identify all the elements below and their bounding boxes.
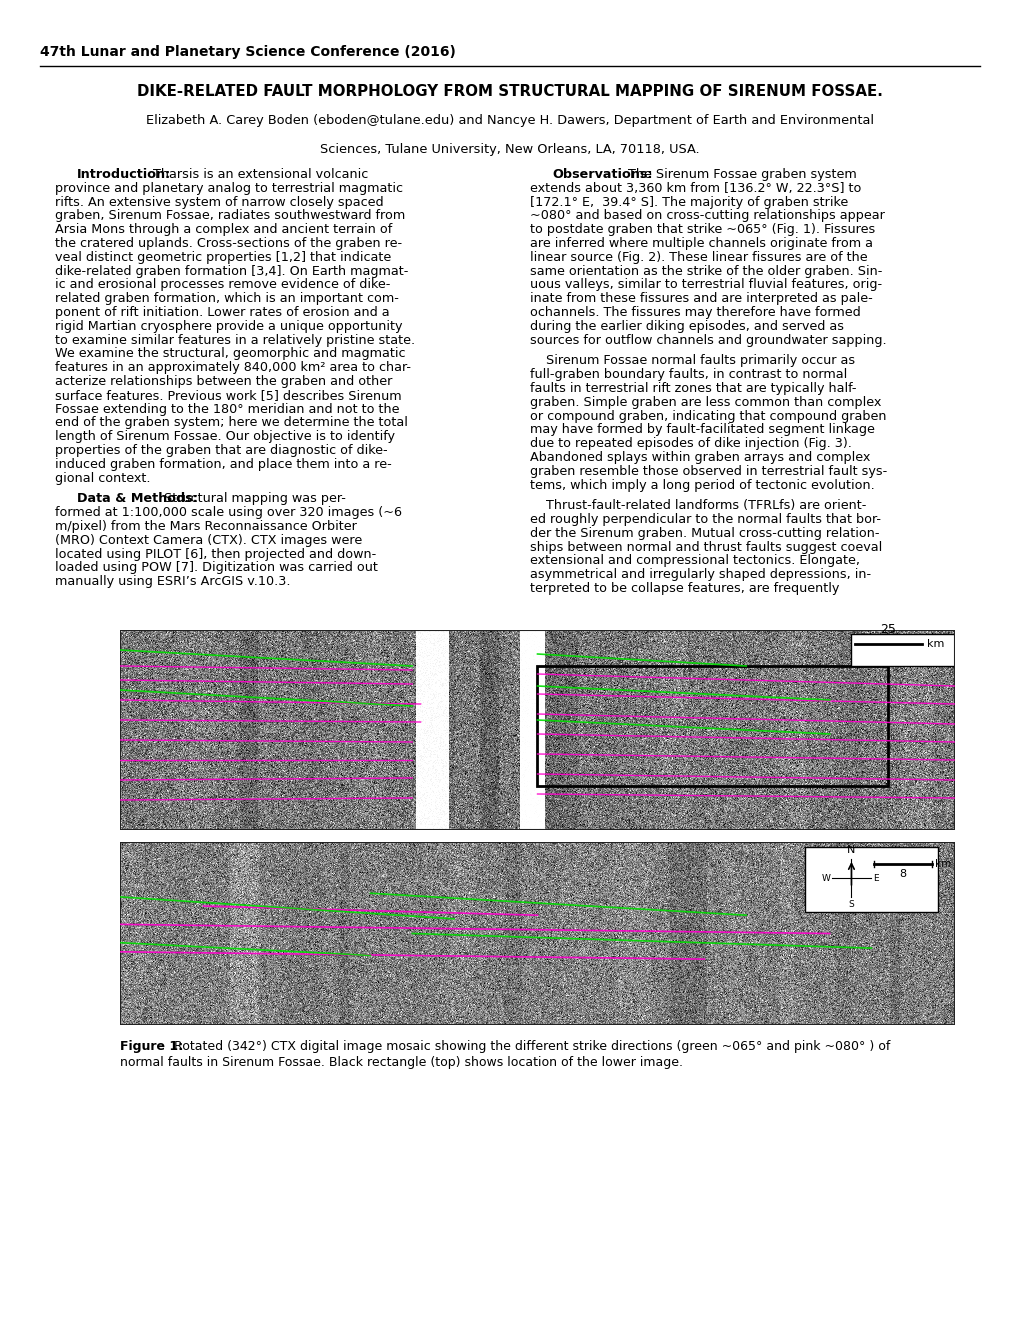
- Text: 25: 25: [879, 623, 896, 636]
- Text: (MRO) Context Camera (CTX). CTX images were: (MRO) Context Camera (CTX). CTX images w…: [55, 533, 362, 546]
- Text: veal distinct geometric properties [1,2] that indicate: veal distinct geometric properties [1,2]…: [55, 251, 391, 264]
- Text: Arsia Mons through a complex and ancient terrain of: Arsia Mons through a complex and ancient…: [55, 223, 392, 236]
- Text: due to repeated episodes of dike injection (Fig. 3).: due to repeated episodes of dike injecti…: [530, 437, 851, 450]
- Text: km: km: [925, 639, 943, 649]
- Text: Sciences, Tulane University, New Orleans, LA, 70118, USA.: Sciences, Tulane University, New Orleans…: [320, 143, 699, 156]
- Text: linear source (Fig. 2). These linear fissures are of the: linear source (Fig. 2). These linear fis…: [530, 251, 867, 264]
- Text: uous valleys, similar to terrestrial fluvial features, orig-: uous valleys, similar to terrestrial flu…: [530, 279, 881, 292]
- Text: Rotated (342°) CTX digital image mosaic showing the different strike directions : Rotated (342°) CTX digital image mosaic …: [170, 1040, 890, 1053]
- Text: [172.1° E,  39.4° S]. The majority of graben strike: [172.1° E, 39.4° S]. The majority of gra…: [530, 195, 848, 209]
- Text: Structural mapping was per-: Structural mapping was per-: [160, 492, 345, 506]
- Text: Tharsis is an extensional volcanic: Tharsis is an extensional volcanic: [149, 168, 368, 181]
- Bar: [537, 667, 888, 785]
- Text: dike-related graben formation [3,4]. On Earth magmat-: dike-related graben formation [3,4]. On …: [55, 264, 408, 277]
- Text: or compound graben, indicating that compound graben: or compound graben, indicating that comp…: [530, 409, 886, 422]
- Text: Sirenum Fossae normal faults primarily occur as: Sirenum Fossae normal faults primarily o…: [530, 354, 854, 367]
- Text: normal faults in Sirenum Fossae. Black rectangle (top) shows location of the low: normal faults in Sirenum Fossae. Black r…: [120, 1056, 683, 1069]
- Text: acterize relationships between the graben and other: acterize relationships between the grabe…: [55, 375, 392, 388]
- Text: province and planetary analog to terrestrial magmatic: province and planetary analog to terrest…: [55, 182, 403, 195]
- Text: features in an approximately 840,000 km² area to char-: features in an approximately 840,000 km²…: [55, 362, 411, 374]
- Text: gional context.: gional context.: [55, 471, 151, 484]
- Text: loaded using POW [7]. Digitization was carried out: loaded using POW [7]. Digitization was c…: [55, 561, 377, 574]
- Bar: [804, 847, 937, 912]
- Text: N: N: [847, 845, 855, 855]
- Text: are inferred where multiple channels originate from a: are inferred where multiple channels ori…: [530, 238, 872, 249]
- Text: ~080° and based on cross-cutting relationships appear: ~080° and based on cross-cutting relatio…: [530, 210, 884, 222]
- Text: sources for outflow channels and groundwater sapping.: sources for outflow channels and groundw…: [530, 334, 886, 347]
- Text: same orientation as the strike of the older graben. Sin-: same orientation as the strike of the ol…: [530, 264, 881, 277]
- Text: ochannels. The fissures may therefore have formed: ochannels. The fissures may therefore ha…: [530, 306, 860, 319]
- Text: asymmetrical and irregularly shaped depressions, in-: asymmetrical and irregularly shaped depr…: [530, 568, 870, 581]
- Text: ships between normal and thrust faults suggest coeval: ships between normal and thrust faults s…: [530, 541, 881, 553]
- Text: the cratered uplands. Cross-sections of the graben re-: the cratered uplands. Cross-sections of …: [55, 238, 401, 249]
- Text: der the Sirenum graben. Mutual cross-cutting relation-: der the Sirenum graben. Mutual cross-cut…: [530, 527, 878, 540]
- Text: rifts. An extensive system of narrow closely spaced: rifts. An extensive system of narrow clo…: [55, 195, 383, 209]
- Text: tems, which imply a long period of tectonic evolution.: tems, which imply a long period of tecto…: [530, 479, 874, 491]
- Text: S: S: [848, 900, 854, 909]
- Text: faults in terrestrial rift zones that are typically half-: faults in terrestrial rift zones that ar…: [530, 381, 856, 395]
- Text: end of the graben system; here we determine the total: end of the graben system; here we determ…: [55, 416, 408, 429]
- Text: Elizabeth A. Carey Boden (eboden@tulane.edu) and Nancye H. Dawers, Department of: Elizabeth A. Carey Boden (eboden@tulane.…: [146, 114, 873, 127]
- Text: 8: 8: [899, 869, 906, 879]
- Text: graben. Simple graben are less common than complex: graben. Simple graben are less common th…: [530, 396, 880, 409]
- Text: The Sirenum Fossae graben system: The Sirenum Fossae graben system: [624, 168, 856, 181]
- Text: induced graben formation, and place them into a re-: induced graben formation, and place them…: [55, 458, 391, 471]
- Text: Introduction:: Introduction:: [76, 168, 171, 181]
- Text: located using PILOT [6], then projected and down-: located using PILOT [6], then projected …: [55, 548, 376, 561]
- Text: terpreted to be collapse features, are frequently: terpreted to be collapse features, are f…: [530, 582, 839, 595]
- Text: full-graben boundary faults, in contrast to normal: full-graben boundary faults, in contrast…: [530, 368, 847, 381]
- Text: Observations:: Observations:: [551, 168, 652, 181]
- Text: extends about 3,360 km from [136.2° W, 22.3°S] to: extends about 3,360 km from [136.2° W, 2…: [530, 182, 860, 195]
- Text: km: km: [933, 858, 950, 869]
- Text: to postdate graben that strike ~065° (Fig. 1). Fissures: to postdate graben that strike ~065° (Fi…: [530, 223, 874, 236]
- Text: We examine the structural, geomorphic and magmatic: We examine the structural, geomorphic an…: [55, 347, 406, 360]
- Text: related graben formation, which is an important com-: related graben formation, which is an im…: [55, 292, 398, 305]
- Text: length of Sirenum Fossae. Our objective is to identify: length of Sirenum Fossae. Our objective …: [55, 430, 394, 444]
- Text: manually using ESRI’s ArcGIS v.10.3.: manually using ESRI’s ArcGIS v.10.3.: [55, 576, 290, 589]
- Text: surface features. Previous work [5] describes Sirenum: surface features. Previous work [5] desc…: [55, 389, 401, 401]
- Text: Thrust-fault-related landforms (TFRLfs) are orient-: Thrust-fault-related landforms (TFRLfs) …: [530, 499, 865, 512]
- Text: E: E: [872, 874, 877, 883]
- Text: to examine similar features in a relatively pristine state.: to examine similar features in a relativ…: [55, 334, 415, 347]
- Text: Figure 1:: Figure 1:: [120, 1040, 183, 1053]
- Text: ed roughly perpendicular to the normal faults that bor-: ed roughly perpendicular to the normal f…: [530, 513, 880, 525]
- Text: formed at 1:100,000 scale using over 320 images (~6: formed at 1:100,000 scale using over 320…: [55, 506, 401, 519]
- Text: m/pixel) from the Mars Reconnaissance Orbiter: m/pixel) from the Mars Reconnaissance Or…: [55, 520, 357, 533]
- Text: Fossae extending to the 180° meridian and not to the: Fossae extending to the 180° meridian an…: [55, 403, 399, 416]
- Text: ic and erosional processes remove evidence of dike-: ic and erosional processes remove eviden…: [55, 279, 390, 292]
- Text: ponent of rift initiation. Lower rates of erosion and a: ponent of rift initiation. Lower rates o…: [55, 306, 389, 319]
- Text: properties of the graben that are diagnostic of dike-: properties of the graben that are diagno…: [55, 444, 387, 457]
- Text: W: W: [820, 874, 829, 883]
- Text: graben resemble those observed in terrestrial fault sys-: graben resemble those observed in terres…: [530, 465, 887, 478]
- Text: 47th Lunar and Planetary Science Conference (2016): 47th Lunar and Planetary Science Confere…: [40, 45, 455, 59]
- Text: DIKE-RELATED FAULT MORPHOLOGY FROM STRUCTURAL MAPPING OF SIRENUM FOSSAE.: DIKE-RELATED FAULT MORPHOLOGY FROM STRUC…: [137, 84, 882, 99]
- Text: Data & Methods:: Data & Methods:: [76, 492, 198, 506]
- Text: extensional and compressional tectonics. Elongate,: extensional and compressional tectonics.…: [530, 554, 859, 568]
- Text: during the earlier diking episodes, and served as: during the earlier diking episodes, and …: [530, 319, 843, 333]
- Bar: [850, 634, 965, 667]
- Text: rigid Martian cryosphere provide a unique opportunity: rigid Martian cryosphere provide a uniqu…: [55, 319, 403, 333]
- Text: may have formed by fault-facilitated segment linkage: may have formed by fault-facilitated seg…: [530, 424, 874, 437]
- Text: graben, Sirenum Fossae, radiates southwestward from: graben, Sirenum Fossae, radiates southwe…: [55, 210, 405, 222]
- Text: inate from these fissures and are interpreted as pale-: inate from these fissures and are interp…: [530, 292, 872, 305]
- Text: Abandoned splays within graben arrays and complex: Abandoned splays within graben arrays an…: [530, 451, 869, 463]
